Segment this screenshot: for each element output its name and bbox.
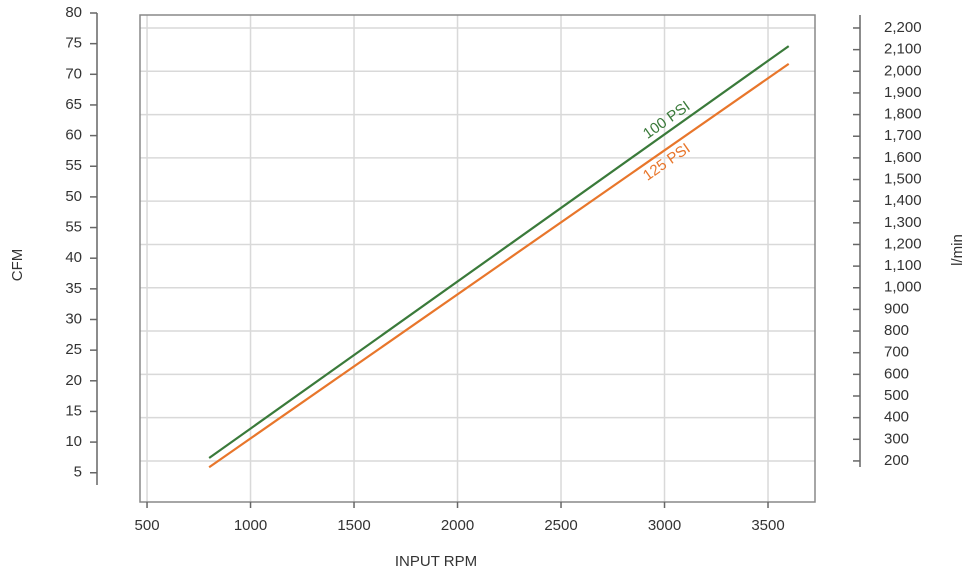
y-tick-label: 75 bbox=[65, 35, 82, 52]
y2-tick-label: 300 bbox=[884, 430, 909, 447]
y2-tick-label: 1,100 bbox=[884, 257, 922, 274]
y-tick-label: 25 bbox=[65, 341, 82, 358]
y2-tick-label: 1,600 bbox=[884, 149, 922, 166]
x-tick-label: 2500 bbox=[544, 517, 577, 534]
y-tick-label: 15 bbox=[65, 402, 82, 419]
y-tick-label: 60 bbox=[65, 127, 82, 144]
y-tick-label: 70 bbox=[65, 65, 82, 82]
x-tick-label: 1000 bbox=[234, 517, 267, 534]
x-tick-label: 3000 bbox=[648, 517, 681, 534]
y-tick-label: 80 bbox=[65, 4, 82, 21]
x-tick-label: 3500 bbox=[751, 517, 784, 534]
y-tick-label: 30 bbox=[65, 310, 82, 327]
y-tick-label: 40 bbox=[65, 249, 82, 266]
y2-tick-label: 200 bbox=[884, 452, 909, 469]
line bbox=[208, 62, 790, 469]
y-tick-label: 20 bbox=[65, 372, 82, 389]
y-tick-label: 10 bbox=[65, 433, 82, 450]
y2-tick-label: 400 bbox=[884, 409, 909, 426]
y2-tick-label: 500 bbox=[884, 387, 909, 404]
y2-tick-label: 1,400 bbox=[884, 192, 922, 209]
x-tick-label: 2000 bbox=[441, 517, 474, 534]
plot-frame bbox=[139, 14, 816, 503]
y2-tick-label: 1,300 bbox=[884, 214, 922, 231]
y-tick-label: 65 bbox=[65, 96, 82, 113]
y2-tick-label: 1,800 bbox=[884, 106, 922, 123]
y-tick-label: 50 bbox=[65, 188, 82, 205]
y2-tick-label: 800 bbox=[884, 322, 909, 339]
y-tick-label: 55 bbox=[65, 219, 82, 236]
y-tick-label: 55 bbox=[65, 157, 82, 174]
y2-tick-label: 1,900 bbox=[884, 84, 922, 101]
y2-tick-label: 1,700 bbox=[884, 127, 922, 144]
x-tick-label: 1500 bbox=[337, 517, 370, 534]
x-tick-label: 500 bbox=[135, 517, 160, 534]
y2-tick-label: 2,200 bbox=[884, 19, 922, 36]
y2-tick-label: 2,100 bbox=[884, 41, 922, 58]
y2-tick-label: 1,200 bbox=[884, 235, 922, 252]
y2-axis-label: l/min bbox=[949, 234, 966, 266]
x-axis-label: INPUT RPM bbox=[395, 553, 477, 570]
y2-tick-label: 700 bbox=[884, 344, 909, 361]
y2-tick-label: 2,000 bbox=[884, 62, 922, 79]
y2-tick-label: 600 bbox=[884, 365, 909, 382]
y-axis-label: CFM bbox=[9, 249, 26, 282]
y-tick-label: 35 bbox=[65, 280, 82, 297]
y2-tick-label: 900 bbox=[884, 300, 909, 317]
line bbox=[208, 45, 790, 459]
y-tick-label: 5 bbox=[74, 464, 82, 481]
grid bbox=[140, 15, 815, 502]
y2-tick-label: 1,000 bbox=[884, 279, 922, 296]
y2-tick-label: 1,500 bbox=[884, 170, 922, 187]
